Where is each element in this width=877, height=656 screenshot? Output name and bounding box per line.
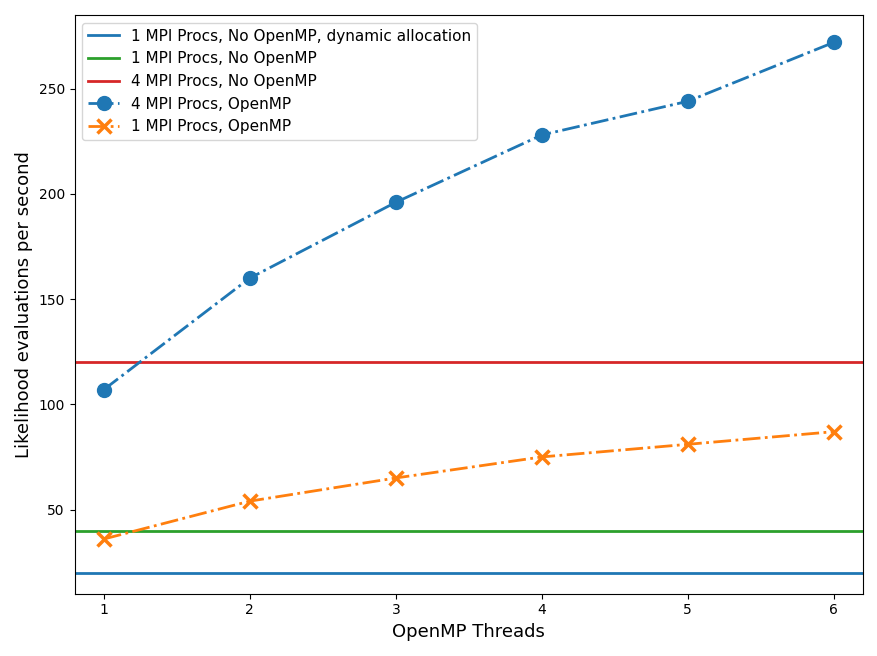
4 MPI Procs, OpenMP [245,274,255,282]
4 MPI Procs, No OpenMP [98,358,109,366]
1 MPI Procs, OpenMP [98,535,109,543]
4 MPI Procs, OpenMP [390,198,401,206]
1 MPI Procs, No OpenMP, dynamic allocation [98,569,109,577]
4 MPI Procs, OpenMP [98,386,109,394]
1 MPI Procs, OpenMP [245,497,255,505]
Line: 4 MPI Procs, OpenMP: 4 MPI Procs, OpenMP [96,35,840,396]
X-axis label: OpenMP Threads: OpenMP Threads [392,623,545,641]
1 MPI Procs, OpenMP [828,428,838,436]
4 MPI Procs, OpenMP [681,97,692,105]
1 MPI Procs, OpenMP [390,474,401,482]
Legend: 1 MPI Procs, No OpenMP, dynamic allocation, 1 MPI Procs, No OpenMP, 4 MPI Procs,: 1 MPI Procs, No OpenMP, dynamic allocati… [82,23,477,140]
1 MPI Procs, OpenMP [536,453,546,461]
Line: 1 MPI Procs, OpenMP: 1 MPI Procs, OpenMP [96,424,840,546]
1 MPI Procs, OpenMP [681,440,692,448]
Y-axis label: Likelihood evaluations per second: Likelihood evaluations per second [15,151,33,458]
4 MPI Procs, OpenMP [828,39,838,47]
1 MPI Procs, No OpenMP [98,527,109,535]
4 MPI Procs, OpenMP [536,131,546,139]
